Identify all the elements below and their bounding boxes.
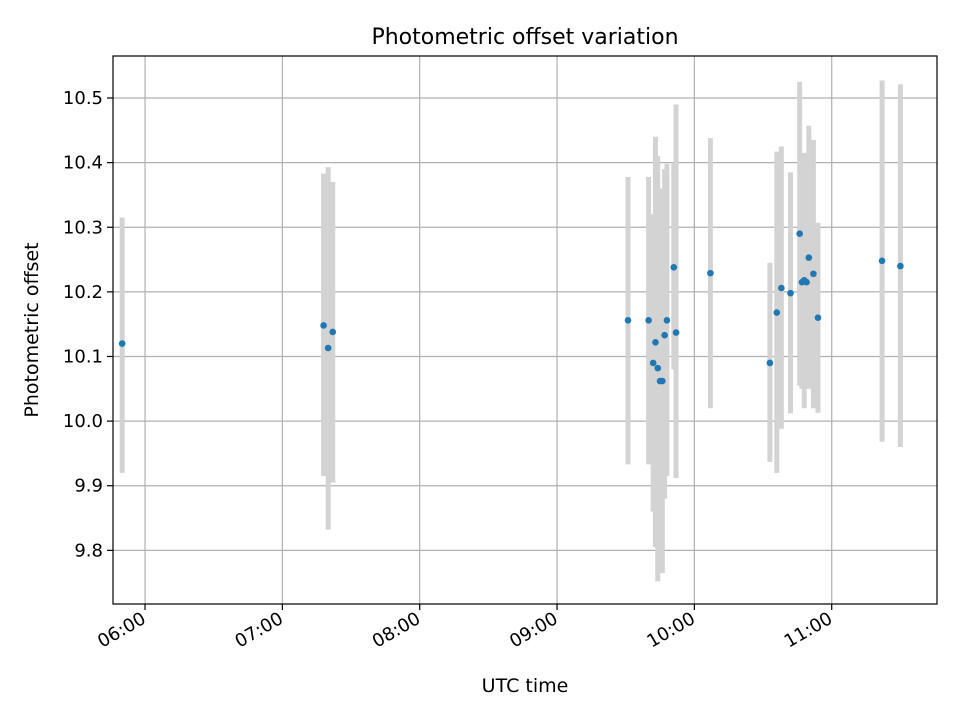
data-point	[329, 328, 337, 336]
data-point	[787, 289, 794, 297]
data-point	[878, 257, 886, 265]
data-point	[897, 262, 904, 270]
data-point	[654, 364, 662, 372]
data-point	[766, 359, 774, 367]
chart-title: Photometric offset variation	[371, 25, 678, 50]
data-point	[814, 314, 822, 322]
y-tick-label: 10.5	[63, 88, 103, 109]
y-axis-label: Photometric offset	[21, 242, 43, 417]
y-tick-label: 10.0	[63, 411, 103, 432]
y-tick-label: 9.9	[74, 476, 103, 497]
y-tick-label: 10.2	[63, 282, 103, 303]
y-tick-label: 10.3	[63, 217, 103, 238]
y-tick-label: 9.8	[74, 540, 103, 561]
data-point	[670, 264, 678, 271]
grid	[113, 56, 937, 604]
data-point	[652, 338, 659, 346]
data-point	[645, 317, 652, 324]
data-point	[803, 278, 810, 286]
data-point	[773, 309, 781, 316]
data-point	[118, 340, 126, 347]
data-point	[810, 270, 817, 278]
data-point	[707, 269, 714, 277]
data-point	[663, 317, 671, 324]
y-tick-label: 10.4	[63, 153, 103, 174]
data-point	[796, 230, 803, 238]
y-tick-label: 10.1	[63, 346, 103, 367]
data-point	[324, 344, 332, 352]
y-axis-ticks: 9.8 9.9 10.0 10.1 10.2 10.3 10.4 10.5	[63, 88, 113, 561]
data-point	[649, 359, 657, 367]
data-point	[672, 329, 680, 336]
data-point	[778, 284, 785, 292]
data-point	[624, 317, 632, 324]
data-point	[805, 254, 813, 261]
data-point	[659, 377, 666, 385]
data-point	[320, 322, 327, 329]
x-axis-label: UTC time	[482, 675, 569, 697]
data-point	[661, 331, 668, 339]
data-points	[118, 230, 904, 385]
axes-frame	[112, 55, 938, 605]
